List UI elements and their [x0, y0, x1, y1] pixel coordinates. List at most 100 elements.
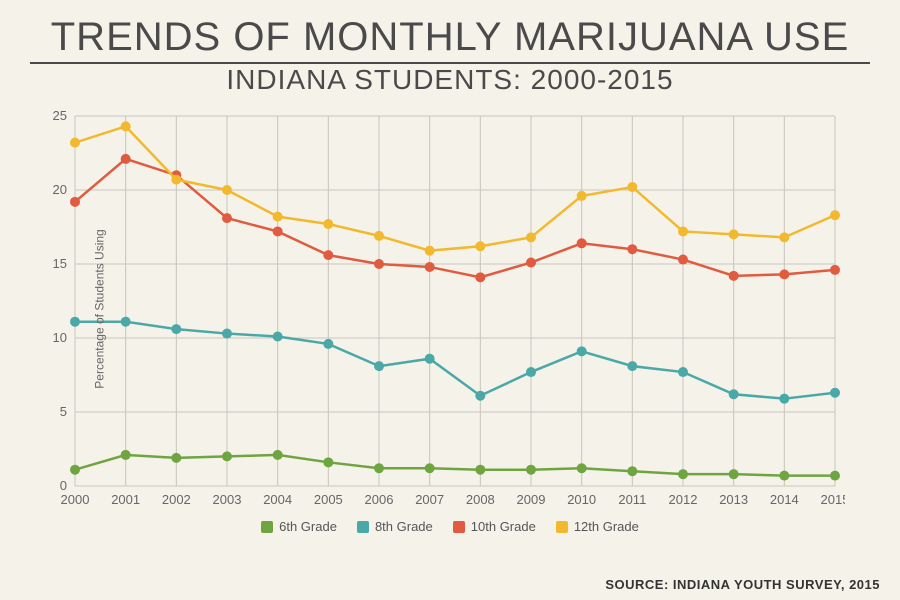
series-marker	[222, 213, 232, 223]
legend-label: 10th Grade	[471, 519, 536, 534]
legend-swatch	[261, 521, 273, 533]
series-marker	[323, 250, 333, 260]
series-marker	[425, 354, 435, 364]
y-tick-label: 15	[53, 256, 67, 271]
series-marker	[171, 175, 181, 185]
series-marker	[729, 469, 739, 479]
series-marker	[526, 258, 536, 268]
series-marker	[577, 191, 587, 201]
chart-title: TRENDS OF MONTHLY MARIJUANA USE	[30, 15, 870, 60]
legend-swatch	[453, 521, 465, 533]
series-marker	[121, 121, 131, 131]
x-tick-label: 2000	[61, 492, 90, 507]
x-tick-label: 2002	[162, 492, 191, 507]
x-tick-label: 2010	[567, 492, 596, 507]
series-marker	[475, 241, 485, 251]
series-marker	[627, 466, 637, 476]
series-marker	[374, 231, 384, 241]
series-marker	[678, 469, 688, 479]
series-marker	[171, 324, 181, 334]
series-marker	[577, 238, 587, 248]
x-tick-label: 2015	[821, 492, 845, 507]
series-marker	[121, 450, 131, 460]
series-marker	[70, 465, 80, 475]
y-tick-label: 25	[53, 108, 67, 123]
series-marker	[171, 453, 181, 463]
series-marker	[678, 255, 688, 265]
series-marker	[475, 272, 485, 282]
legend: 6th Grade 8th Grade 10th Grade 12th Grade	[30, 519, 870, 534]
series-marker	[70, 197, 80, 207]
series-line	[75, 126, 835, 250]
series-marker	[830, 471, 840, 481]
y-tick-label: 10	[53, 330, 67, 345]
series-marker	[830, 388, 840, 398]
series-marker	[374, 259, 384, 269]
series-marker	[121, 154, 131, 164]
series-marker	[577, 463, 587, 473]
series-marker	[577, 346, 587, 356]
series-marker	[70, 138, 80, 148]
series-marker	[425, 246, 435, 256]
series-marker	[729, 389, 739, 399]
series-marker	[425, 463, 435, 473]
series-line	[75, 322, 835, 399]
x-tick-label: 2003	[213, 492, 242, 507]
series-marker	[222, 451, 232, 461]
series-marker	[273, 212, 283, 222]
series-marker	[779, 394, 789, 404]
legend-item: 12th Grade	[556, 519, 639, 534]
x-tick-label: 2008	[466, 492, 495, 507]
series-marker	[222, 329, 232, 339]
y-axis-label: Percentage of Students Using	[93, 229, 107, 388]
series-marker	[779, 269, 789, 279]
series-marker	[678, 367, 688, 377]
chart-container: TRENDS OF MONTHLY MARIJUANA USE INDIANA …	[0, 0, 900, 600]
series-marker	[729, 229, 739, 239]
x-tick-label: 2013	[719, 492, 748, 507]
series-marker	[627, 361, 637, 371]
x-tick-label: 2001	[111, 492, 140, 507]
y-tick-label: 0	[60, 478, 67, 493]
legend-label: 12th Grade	[574, 519, 639, 534]
legend-swatch	[556, 521, 568, 533]
series-marker	[526, 465, 536, 475]
legend-item: 6th Grade	[261, 519, 337, 534]
series-marker	[425, 262, 435, 272]
y-tick-label: 5	[60, 404, 67, 419]
line-chart-svg: 0 5 10 15 20 25 2000 2001 2002 2003 2004 2005 2006 20…	[30, 106, 845, 511]
series-marker	[273, 226, 283, 236]
x-tick-label: 2007	[415, 492, 444, 507]
series-marker	[374, 463, 384, 473]
series-marker	[475, 391, 485, 401]
chart-subtitle: INDIANA STUDENTS: 2000-2015	[30, 64, 870, 96]
series-marker	[779, 232, 789, 242]
series-marker	[273, 332, 283, 342]
series-marker	[627, 182, 637, 192]
legend-label: 8th Grade	[375, 519, 433, 534]
series-marker	[70, 317, 80, 327]
source-attribution: SOURCE: INDIANA YOUTH SURVEY, 2015	[605, 577, 880, 592]
legend-swatch	[357, 521, 369, 533]
series-marker	[830, 210, 840, 220]
x-tick-label: 2012	[669, 492, 698, 507]
series-marker	[374, 361, 384, 371]
series-marker	[323, 339, 333, 349]
series-marker	[729, 271, 739, 281]
x-tick-label: 2005	[314, 492, 343, 507]
series-marker	[678, 226, 688, 236]
series-marker	[627, 244, 637, 254]
y-tick-label: 20	[53, 182, 67, 197]
series-marker	[526, 232, 536, 242]
x-tick-label: 2014	[770, 492, 799, 507]
series-marker	[526, 367, 536, 377]
series-marker	[273, 450, 283, 460]
series-line	[75, 159, 835, 277]
legend-label: 6th Grade	[279, 519, 337, 534]
x-tick-label: 2006	[365, 492, 394, 507]
legend-item: 10th Grade	[453, 519, 536, 534]
x-tick-label: 2004	[263, 492, 292, 507]
series-marker	[323, 219, 333, 229]
x-tick-label: 2011	[618, 492, 646, 507]
series-marker	[830, 265, 840, 275]
